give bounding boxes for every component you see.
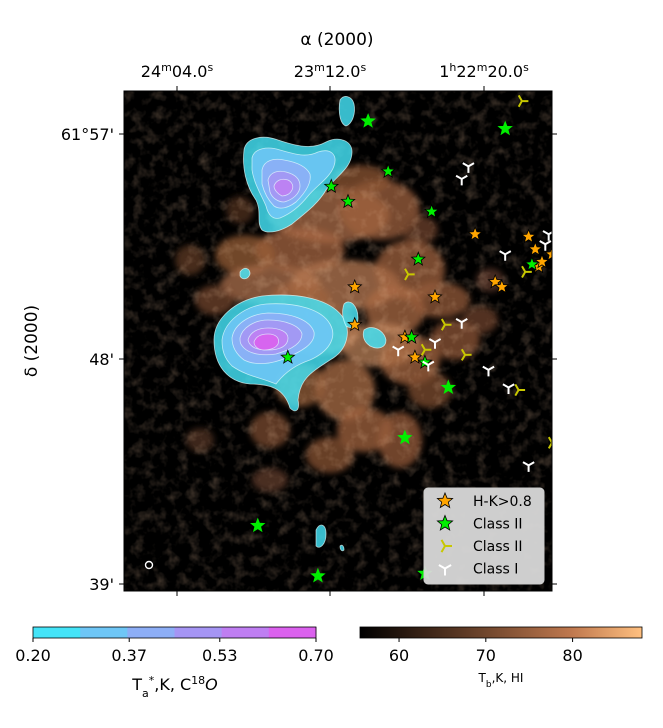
marker-3-7	[514, 383, 526, 397]
marker-4-8	[392, 345, 405, 357]
marker-4-5	[499, 250, 512, 261]
c18o-colorbar-label: Ta*,K, C18O	[131, 674, 218, 700]
marker-1-5	[407, 349, 423, 364]
hi-tick-1: 70	[476, 646, 496, 665]
marker-4-11	[502, 383, 515, 395]
marker-1-13	[534, 253, 550, 269]
marker-1-19	[602, 265, 615, 278]
marker-1-1	[347, 278, 363, 294]
legend-marker-1	[436, 514, 454, 531]
legend-marker-3	[438, 564, 452, 576]
marker-1-16	[562, 210, 575, 223]
marker-3-2	[404, 268, 415, 281]
marker-2-11	[524, 256, 540, 271]
hi-colorbar-label: Tb,K, HI	[478, 671, 524, 690]
beam-circle	[144, 560, 154, 570]
y-axis-label: δ (2000)	[22, 305, 42, 377]
legend-marker-2	[440, 539, 452, 553]
marker-3-5	[420, 343, 432, 356]
marker-1-11	[527, 241, 543, 256]
y-tick-label-2: 39'	[89, 575, 114, 594]
hi-tick-2: 80	[562, 646, 582, 665]
legend-marker-0	[436, 491, 454, 509]
marker-2-3	[323, 178, 340, 193]
marker-1-14	[544, 246, 552, 261]
marker-1-17	[569, 320, 582, 333]
marker-2-1	[360, 113, 376, 128]
marker-1-6	[427, 288, 443, 304]
marker-3-1	[517, 94, 529, 108]
marker-2-12	[403, 329, 420, 344]
c18o-tick-1: 0.37	[111, 646, 147, 665]
marker-1-2	[347, 316, 363, 332]
x-tick-label-1: 23m12.0s	[294, 61, 367, 82]
marker-2-7	[626, 129, 639, 142]
legend-label-3: Class I	[473, 562, 518, 578]
legend: H-K>0.8 Class II Class II Class I	[423, 487, 545, 585]
y-tick-label-0: 61°57'	[61, 125, 114, 144]
marker-1-20	[612, 283, 625, 296]
x-axis-label: α (2000)	[300, 30, 373, 50]
marker-4-3	[542, 230, 552, 241]
marker-4-6	[455, 318, 468, 329]
marker-2-10	[410, 251, 426, 266]
c18o-tick-3: 0.70	[298, 646, 334, 665]
marker-4-4	[539, 240, 552, 251]
x-tick-label-2: 1h22m20.0s	[439, 61, 529, 82]
c18o-tick-2: 0.53	[202, 646, 238, 665]
marker-3-4	[440, 318, 452, 331]
marker-3-3	[521, 265, 532, 279]
legend-label-0: H-K>0.8	[473, 494, 532, 510]
marker-2-8	[423, 203, 440, 219]
legend-box	[423, 487, 545, 585]
c18o-contours	[213, 96, 387, 552]
x-tick-label-0: 24m04.0s	[141, 61, 214, 82]
marker-3-9	[606, 279, 616, 290]
marker-1-21	[646, 283, 659, 296]
plot-frame	[123, 90, 553, 592]
marker-2-16	[397, 429, 413, 445]
marker-1-15	[559, 232, 572, 245]
marker-2-17	[310, 567, 326, 583]
marker-2-4	[340, 193, 356, 209]
marker-4-7	[428, 338, 442, 349]
axes: 24m04.0s 23m12.0s 1h22m20.0s 61°57' 48' 39'	[61, 61, 557, 596]
marker-1-18	[599, 272, 612, 285]
marker-4-9	[422, 360, 435, 372]
legend-label-2: Class II	[473, 539, 523, 555]
marker-2-13	[417, 354, 433, 369]
marker-1-10	[520, 228, 537, 244]
marker-2-14	[440, 379, 457, 394]
y-tick-label-1: 48'	[89, 350, 114, 369]
marker-2-15	[280, 349, 296, 364]
legend-label-1: Class II	[473, 517, 523, 533]
c18o-tick-0: 0.20	[15, 646, 51, 665]
marker-4-2	[455, 174, 468, 186]
marker-3-6	[460, 348, 472, 361]
colorbar-hi: 60 70 80 Tb,K, HI	[359, 626, 643, 690]
marker-4-12	[522, 461, 535, 472]
marker-1-7	[467, 226, 483, 241]
marker-2-5	[497, 120, 513, 136]
marker-2-2	[380, 163, 396, 179]
marker-4-10	[482, 365, 495, 377]
hi-tick-0: 60	[389, 646, 409, 665]
marker-3-8	[547, 436, 552, 449]
marker-2-6	[555, 132, 568, 145]
marker-1-9	[494, 278, 510, 294]
marker-2-19	[250, 517, 266, 533]
colorbar-c18o: 0.20 0.37 0.53 0.70 Ta*,K, C18O	[15, 626, 334, 700]
marker-4-1	[462, 162, 475, 173]
marker-2-9	[569, 195, 582, 208]
